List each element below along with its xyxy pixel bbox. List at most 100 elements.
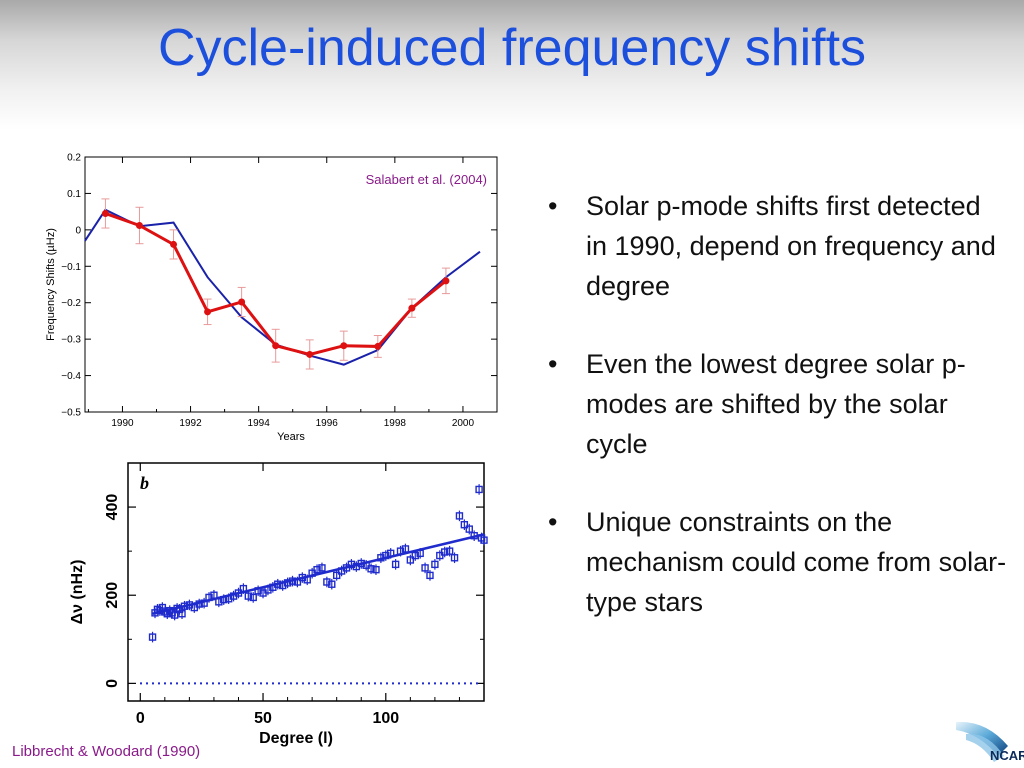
ncar-logo-icon — [956, 721, 1008, 762]
bullet-icon: • — [548, 507, 558, 537]
data-point — [323, 578, 331, 586]
figure-credit: Libbrecht & Woodard (1990) — [12, 743, 201, 760]
data-point — [382, 551, 390, 560]
plot-frame — [84, 156, 498, 413]
observed-point — [101, 209, 109, 217]
data-point — [367, 565, 375, 573]
data-point — [180, 602, 189, 610]
y-axis-label: Frequency Shifts (µHz) — [45, 228, 57, 341]
observed-point — [238, 298, 246, 306]
data-point — [254, 587, 262, 595]
x-tick-label: 2000 — [452, 418, 475, 429]
data-point — [148, 633, 157, 641]
observed-point — [135, 221, 143, 229]
data-point — [357, 559, 365, 568]
x-tick-label: 1990 — [111, 418, 134, 429]
data-point — [283, 579, 292, 587]
bullet-item: • Solar p-mode shifts first detected in 1… — [548, 186, 1008, 306]
y-tick-label: −0.4 — [61, 371, 81, 382]
data-point — [426, 571, 434, 580]
x-tick-label: 1992 — [179, 418, 202, 429]
observed-point — [340, 342, 348, 350]
ncar-logo-text: NCAR — [990, 748, 1024, 763]
data-point — [465, 525, 473, 533]
data-point — [328, 580, 336, 588]
data-point — [421, 564, 429, 572]
data-point — [480, 536, 488, 544]
x-axis-label: Degree (l) — [259, 730, 333, 747]
data-point — [445, 547, 454, 555]
data-point — [210, 591, 218, 599]
data-point — [396, 547, 405, 555]
bullet-icon: • — [548, 191, 558, 221]
data-point — [298, 573, 307, 582]
observed-point — [442, 277, 450, 285]
data-point — [411, 551, 419, 560]
data-point — [401, 545, 410, 553]
data-point — [303, 576, 311, 584]
data-point — [372, 565, 380, 574]
y-tick-label: −0.5 — [61, 408, 81, 419]
data-point — [391, 560, 400, 569]
bullet-list: • Solar p-mode shifts first detected in 1… — [548, 186, 1008, 660]
panel-label: b — [140, 473, 149, 493]
model-line — [84, 208, 481, 366]
data-point — [293, 578, 302, 586]
y-tick-label: 400 — [104, 494, 121, 521]
y-tick-label: 0.2 — [67, 153, 81, 164]
data-point — [347, 560, 356, 569]
data-point — [178, 610, 186, 618]
data-point — [441, 548, 449, 556]
y-tick-label: 0 — [75, 225, 81, 236]
data-point — [195, 600, 203, 608]
x-axis-label: Years — [277, 431, 305, 443]
observed-point — [204, 308, 212, 316]
bullet-item: • Even the lowest degree solar p-modes ar… — [548, 344, 1008, 464]
x-tick-label: 1998 — [384, 418, 407, 429]
degree-shift-chart: 0 200 400 0 50 100 Degree (l) Δν (nHz) b — [69, 462, 488, 747]
bullet-text: Unique constraints on the mechanism coul… — [586, 507, 1007, 617]
bullet-item: • Unique constraints on the mechanism cou… — [548, 502, 1008, 622]
bullet-text: Even the lowest degree solar p-modes are… — [586, 349, 966, 459]
data-point — [475, 485, 483, 494]
x-tick-label: 100 — [372, 710, 399, 727]
data-point — [220, 595, 228, 604]
bullet-icon: • — [548, 349, 558, 379]
citation-annotation: Salabert et al. (2004) — [366, 172, 487, 187]
data-point — [431, 560, 439, 569]
data-point — [244, 592, 253, 600]
plot-frame — [127, 462, 485, 702]
data-point — [387, 549, 395, 558]
data-point — [215, 598, 223, 606]
y-tick-label: −0.2 — [61, 298, 81, 309]
x-tick-label: 1994 — [248, 418, 271, 429]
frequency-shift-chart: 0.2 0.1 0 −0.1 −0.2 −0.3 −0.4 −0.5 1990 1992 1994 1… — [45, 153, 498, 443]
data-point — [377, 554, 385, 562]
data-point — [249, 593, 257, 602]
y-tick-label: 200 — [104, 582, 121, 609]
slide-title: Cycle-induced frequency shifts — [157, 19, 867, 77]
observed-point — [408, 304, 416, 312]
data-point — [455, 512, 464, 520]
x-tick-label: 1996 — [316, 418, 339, 429]
data-point — [205, 593, 213, 602]
data-point — [460, 521, 469, 529]
y-tick-label: −0.3 — [61, 335, 81, 346]
y-tick-label: −0.1 — [61, 262, 81, 273]
x-tick-label: 50 — [254, 710, 272, 727]
data-point — [332, 571, 341, 580]
bullet-text: Solar p-mode shifts first detected in 19… — [586, 191, 996, 301]
y-axis-label: Δν (nHz) — [69, 560, 86, 625]
data-point — [234, 589, 243, 597]
data-point — [313, 565, 321, 574]
data-point — [274, 580, 282, 588]
data-point — [318, 564, 326, 572]
y-tick-label: 0 — [104, 679, 121, 688]
data-point — [239, 584, 248, 593]
observed-point — [272, 342, 280, 350]
data-point — [200, 599, 208, 607]
data-point — [450, 554, 459, 562]
observed-point — [170, 240, 178, 248]
data-point — [406, 556, 415, 564]
data-point — [288, 577, 297, 585]
